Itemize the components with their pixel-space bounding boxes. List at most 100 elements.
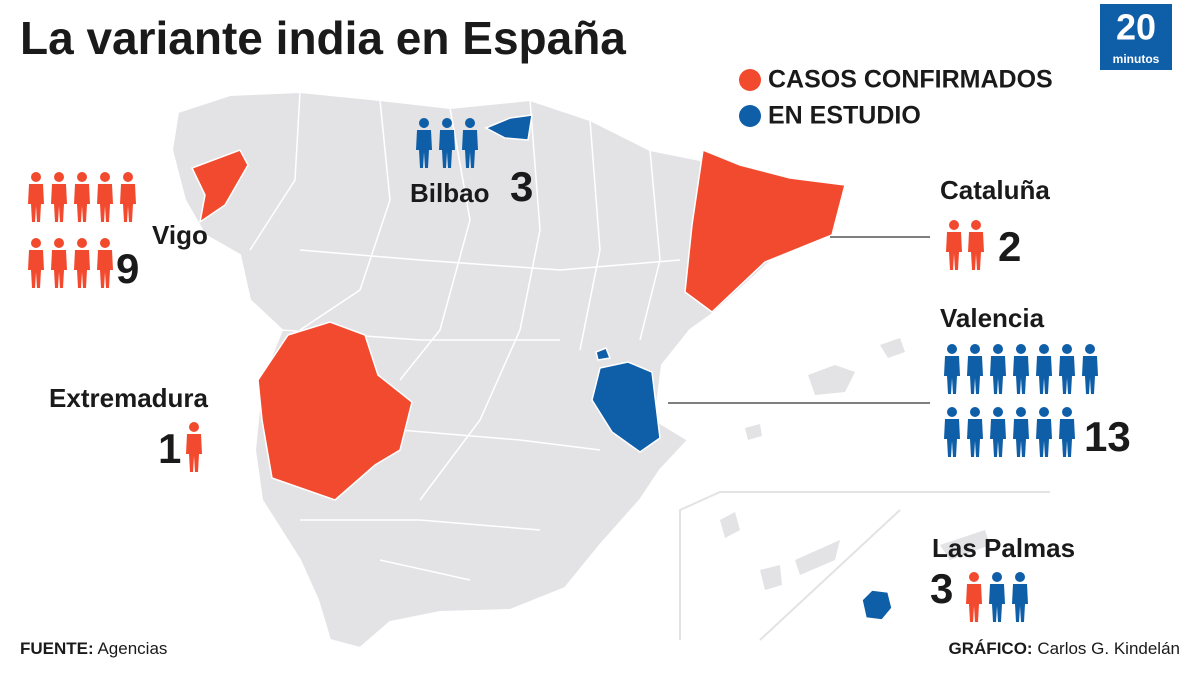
- person-icon: [944, 344, 960, 394]
- icon-head: [993, 344, 1003, 354]
- person-icon: [1082, 344, 1098, 394]
- person-icon: [97, 172, 113, 222]
- canary-frame: [679, 491, 1050, 640]
- icon-body: [944, 419, 960, 457]
- icon-head: [31, 238, 41, 248]
- icon-head: [970, 344, 980, 354]
- callout-value: 9: [116, 245, 139, 292]
- icon-body: [1059, 419, 1075, 457]
- icon-head: [77, 172, 87, 182]
- person-icon: [1036, 344, 1052, 394]
- callout-label: Vigo: [152, 220, 208, 250]
- person-icon: [1059, 407, 1075, 457]
- person-icon: [1012, 572, 1028, 622]
- icon-body: [28, 250, 44, 288]
- legend-swatch: [739, 69, 761, 91]
- icon-head: [442, 118, 452, 128]
- icon-body: [186, 434, 202, 472]
- person-icon: [416, 118, 432, 168]
- person-icon: [74, 238, 90, 288]
- source-label: FUENTE:: [20, 639, 94, 658]
- person-icon: [74, 172, 90, 222]
- icon-head: [54, 172, 64, 182]
- person-icon: [51, 172, 67, 222]
- person-icon: [120, 172, 136, 222]
- icon-head: [1039, 407, 1049, 417]
- logo-number: 20: [1116, 7, 1156, 48]
- icon-body: [51, 184, 67, 222]
- region-galicia: [190, 149, 249, 224]
- callout-label: Cataluña: [940, 175, 1050, 205]
- legend-swatch: [739, 105, 761, 127]
- region-las-palmas: [861, 589, 893, 621]
- map: [170, 90, 1050, 650]
- canary-island: [760, 565, 782, 590]
- icon-body: [28, 184, 44, 222]
- person-icon: [97, 238, 113, 288]
- canary-frame: [759, 509, 901, 641]
- icon-head: [1016, 407, 1026, 417]
- icon-head: [993, 407, 1003, 417]
- spain-base: [170, 90, 847, 650]
- logo: [1100, 4, 1172, 70]
- canary-island: [940, 530, 990, 560]
- legend-label: CASOS CONFIRMADOS: [768, 66, 1053, 94]
- person-icon: [946, 220, 962, 270]
- icon-body: [462, 130, 478, 168]
- callout-value: 3: [510, 163, 533, 210]
- logo-text: minutos: [1113, 52, 1160, 66]
- footer-source: FUENTE: Agencias: [20, 639, 167, 658]
- icon-body: [120, 184, 136, 222]
- person-icon: [51, 238, 67, 288]
- person-icon: [968, 220, 984, 270]
- icon-head: [1085, 344, 1095, 354]
- icon-head: [100, 238, 110, 248]
- person-icon: [1013, 407, 1029, 457]
- person-icon: [462, 118, 478, 168]
- person-icon: [1059, 344, 1075, 394]
- region-extremadura: [257, 321, 413, 501]
- callout-label: Las Palmas: [932, 533, 1075, 563]
- icon-body: [989, 584, 1005, 622]
- person-icon: [967, 407, 983, 457]
- legend-label: EN ESTUDIO: [768, 102, 921, 130]
- icon-body: [1059, 356, 1075, 394]
- person-icon: [966, 572, 982, 622]
- credit-label: GRÁFICO:: [949, 639, 1033, 658]
- icon-body: [51, 250, 67, 288]
- balearic-island: [808, 365, 855, 395]
- icon-body: [416, 130, 432, 168]
- icon-body: [74, 250, 90, 288]
- icon-body: [968, 232, 984, 270]
- icon-body: [74, 184, 90, 222]
- callout-label: Valencia: [940, 303, 1045, 333]
- icon-body: [967, 356, 983, 394]
- icon-body: [967, 419, 983, 457]
- icon-head: [992, 572, 1002, 582]
- icon-head: [947, 407, 957, 417]
- callout-value: 13: [1084, 413, 1131, 460]
- icon-head: [100, 172, 110, 182]
- icon-head: [1062, 407, 1072, 417]
- icon-head: [465, 118, 475, 128]
- title: La variante india en España: [20, 12, 626, 64]
- icon-head: [189, 422, 199, 432]
- icon-body: [439, 130, 455, 168]
- footer-credit: GRÁFICO: Carlos G. Kindelán: [949, 639, 1180, 658]
- icon-body: [990, 419, 1006, 457]
- province-borders: [249, 91, 681, 581]
- person-icon: [1036, 407, 1052, 457]
- person-icon: [990, 407, 1006, 457]
- icon-body: [97, 184, 113, 222]
- person-icon: [990, 344, 1006, 394]
- icon-body: [946, 232, 962, 270]
- person-icon: [967, 344, 983, 394]
- callout-value: 1: [158, 425, 181, 472]
- callout-value: 3: [930, 565, 953, 612]
- icon-body: [97, 250, 113, 288]
- balearic-island: [880, 338, 905, 358]
- icon-body: [1012, 584, 1028, 622]
- region-bizkaia: [484, 114, 533, 141]
- icon-body: [1013, 419, 1029, 457]
